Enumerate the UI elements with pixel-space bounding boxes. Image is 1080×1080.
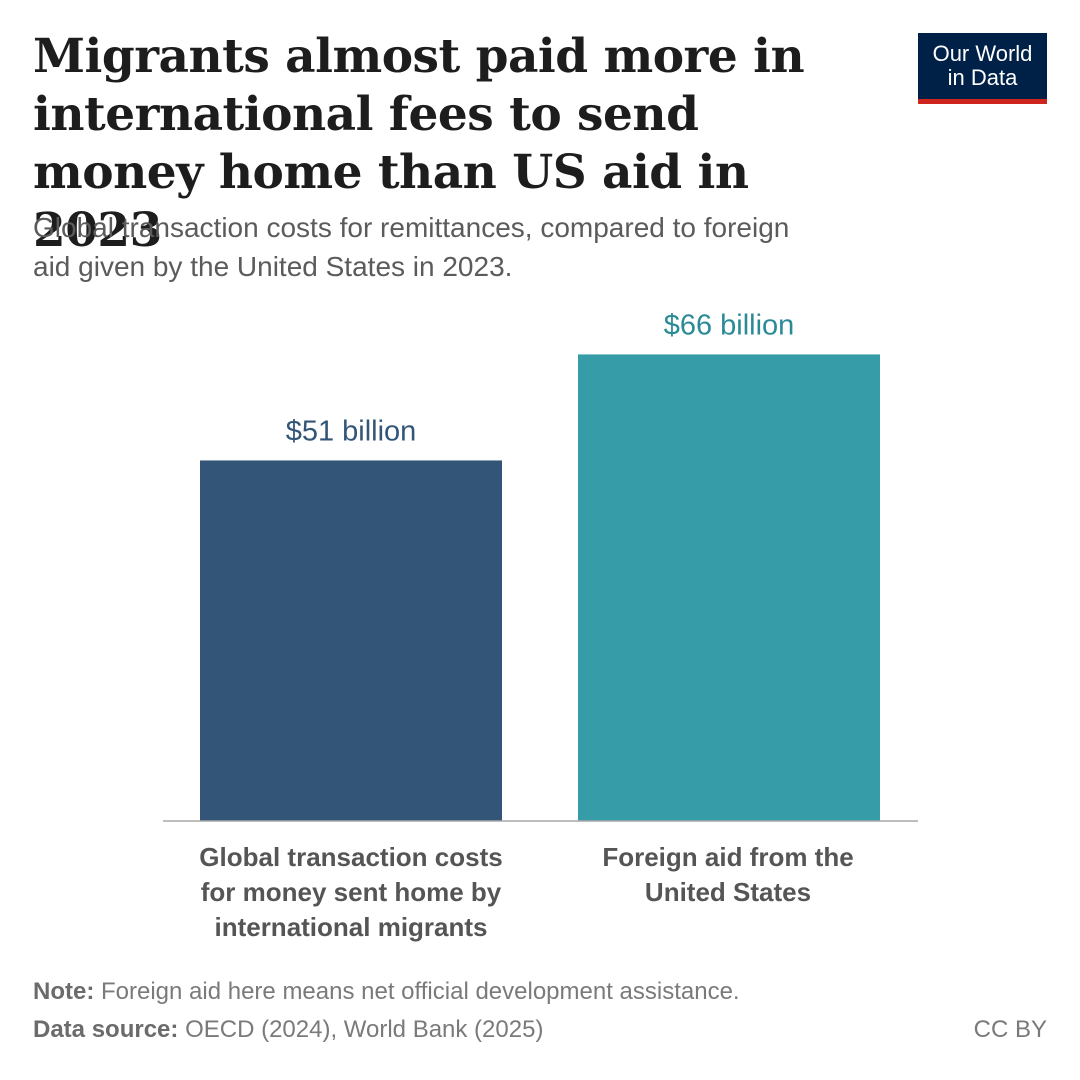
bar-transaction-costs[interactable] — [200, 460, 502, 821]
note-text: Foreign aid here means net official deve… — [101, 978, 740, 1005]
value-label-us-aid: $66 billion — [664, 309, 795, 341]
source-text[interactable]: OECD (2024), World Bank (2025) — [185, 1016, 544, 1043]
note-label: Note: — [33, 978, 95, 1005]
category-label-transaction-costs: Global transaction costs for money sent … — [199, 842, 503, 942]
chart-title: Migrants almost paid more in internation… — [33, 29, 805, 258]
logo-line-1: Our World — [932, 41, 1033, 66]
value-label-transaction-costs: $51 billion — [286, 415, 417, 447]
source-label: Data source: — [33, 1016, 179, 1043]
license-link[interactable]: CC BY — [973, 1016, 1047, 1043]
owid-logo[interactable]: Our World in Data — [918, 33, 1047, 104]
chart-subtitle: Global transaction costs for remittances… — [33, 212, 790, 282]
category-label-us-aid: Foreign aid from the United States — [602, 842, 854, 907]
footer-note: Note: Foreign aid here means net officia… — [33, 978, 740, 1006]
bar-us-aid[interactable] — [578, 354, 880, 821]
footer-source: Data source: OECD (2024), World Bank (20… — [33, 1016, 543, 1044]
logo-line-2: in Data — [947, 65, 1018, 90]
